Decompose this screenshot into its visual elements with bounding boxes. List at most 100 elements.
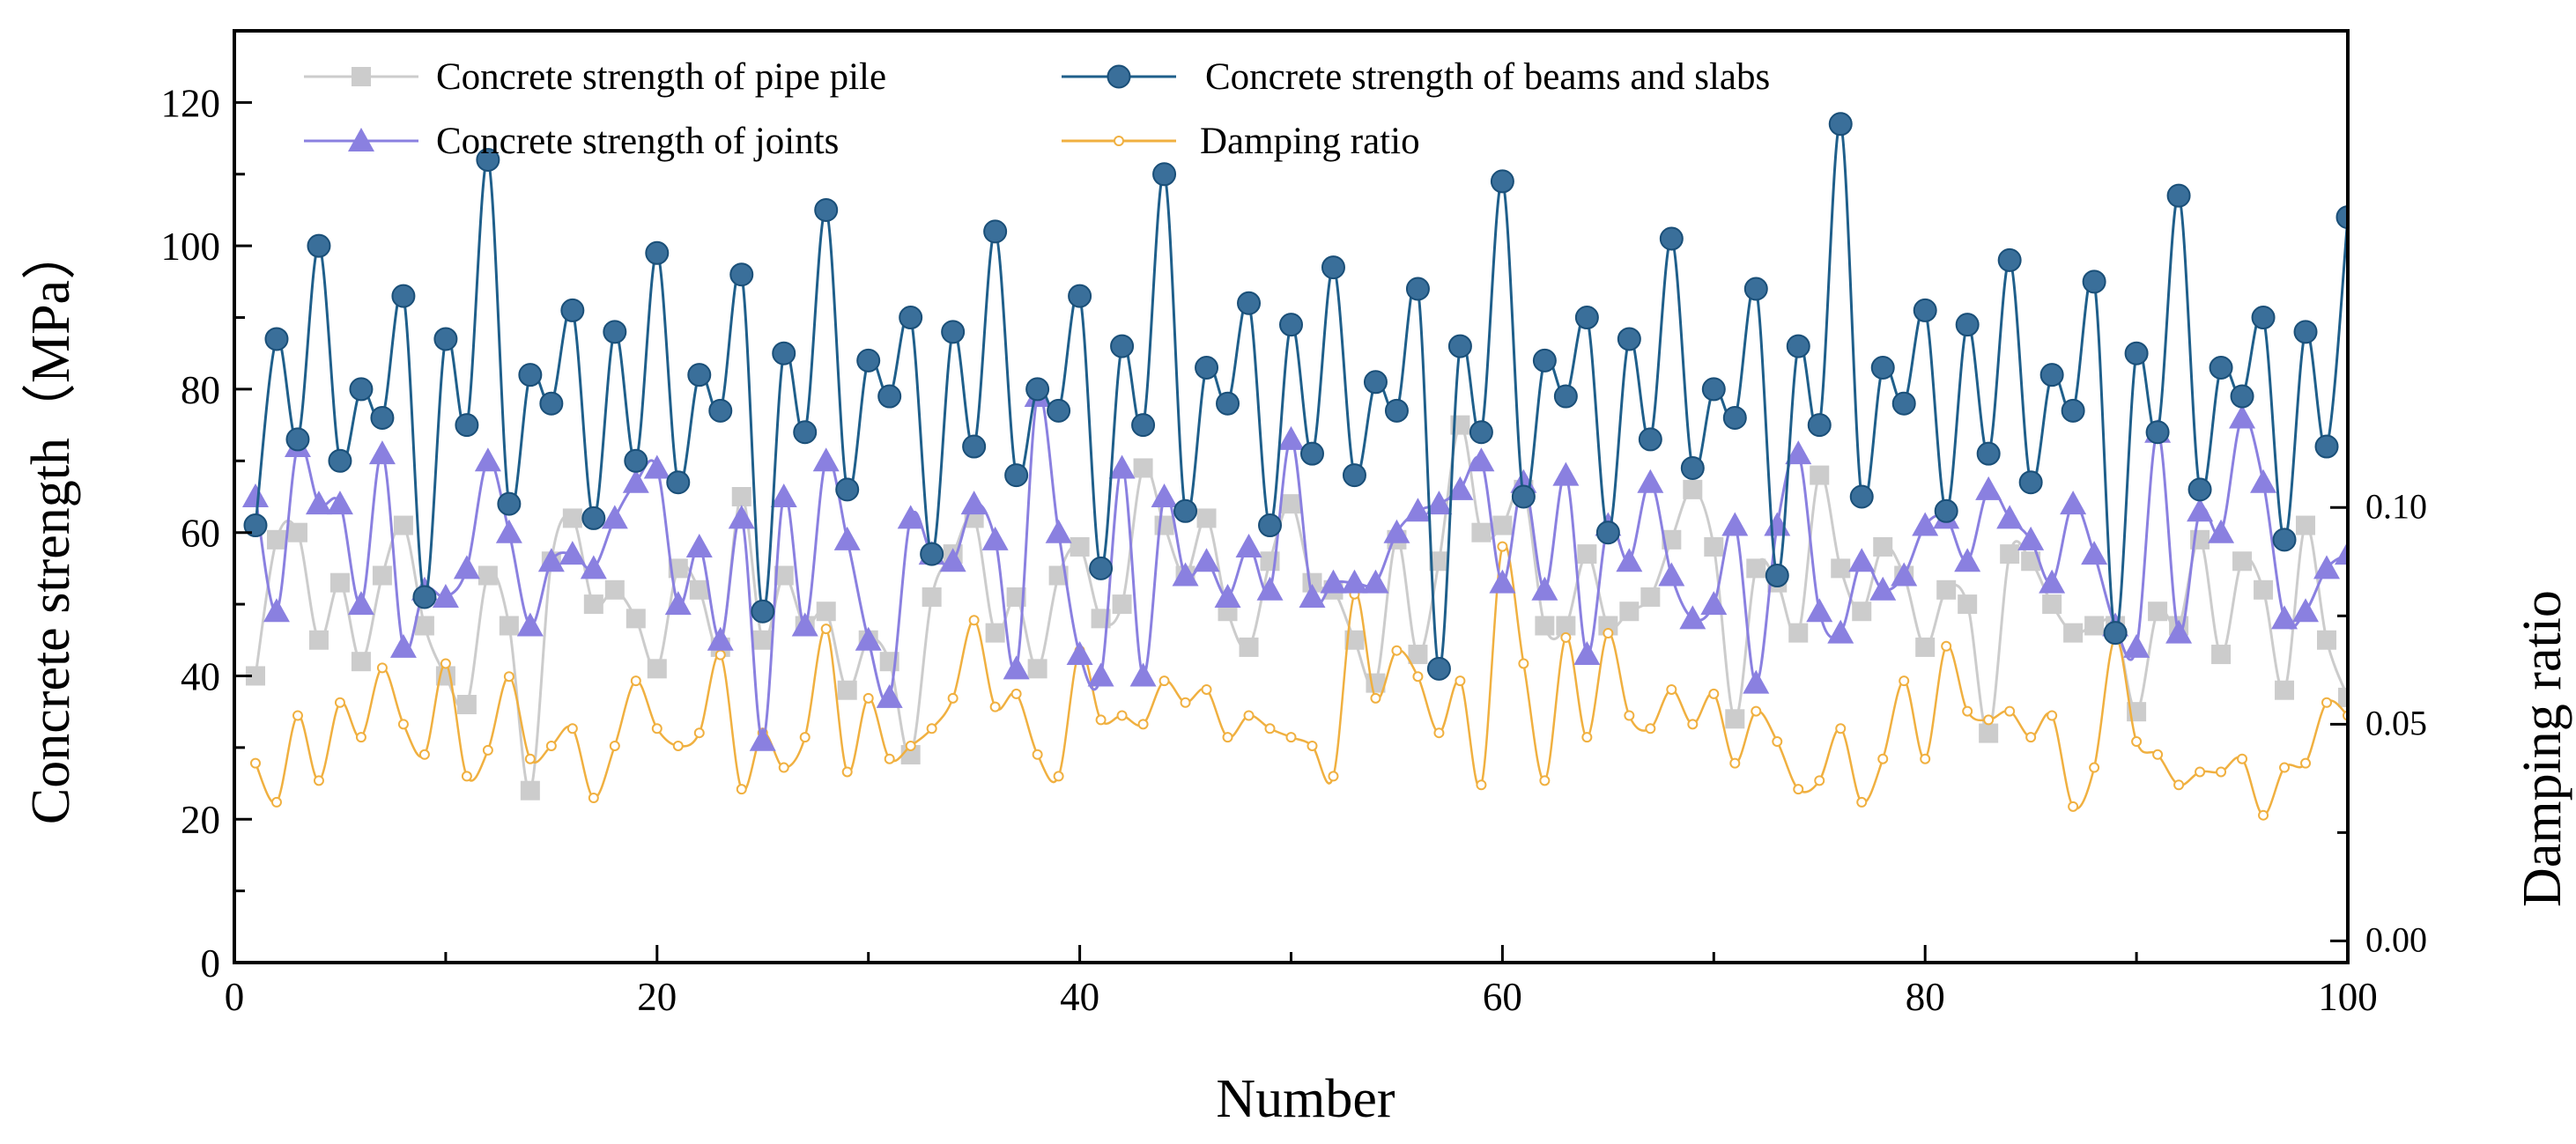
data-point xyxy=(736,784,747,795)
data-point xyxy=(351,652,371,672)
data-point xyxy=(1683,479,1703,499)
data-point xyxy=(418,749,430,760)
data-point xyxy=(397,719,409,730)
data-point xyxy=(376,662,388,674)
data-point xyxy=(1659,226,1684,251)
data-point xyxy=(920,542,944,566)
data-point xyxy=(1598,616,1618,636)
data-point xyxy=(2082,269,2106,294)
data-point xyxy=(1342,463,1366,488)
data-point xyxy=(2084,616,2105,636)
data-point xyxy=(1370,692,1381,704)
data-point xyxy=(349,377,374,402)
data-point xyxy=(1975,476,2002,500)
data-point xyxy=(520,780,540,801)
data-point xyxy=(1404,498,1432,522)
data-point xyxy=(1469,420,1493,445)
data-point xyxy=(2321,697,2333,708)
data-point xyxy=(1497,541,1508,552)
data-point xyxy=(1256,576,1284,601)
data-point xyxy=(1429,551,1449,572)
data-point xyxy=(884,753,895,764)
data-point xyxy=(1511,484,1536,509)
data-point xyxy=(287,522,307,542)
data-point xyxy=(1535,616,1555,636)
legend-item-1: Concrete strength of pipe pile xyxy=(304,56,886,98)
series-3 xyxy=(241,383,2348,751)
legend: Concrete strength of pipe pile Concrete s… xyxy=(304,56,1770,162)
data-point xyxy=(1391,645,1403,656)
data-point xyxy=(2123,633,2150,658)
data-point xyxy=(524,753,536,764)
data-point xyxy=(2145,420,2170,445)
data-point xyxy=(1553,384,1578,409)
data-point xyxy=(687,363,712,387)
data-point xyxy=(2025,732,2037,743)
data-point xyxy=(1531,576,1558,601)
y2-tick-label: 0.00 xyxy=(2365,919,2427,959)
legend-label: Concrete strength of joints xyxy=(436,121,839,162)
data-point xyxy=(685,533,713,557)
data-point xyxy=(1828,112,1853,137)
data-point xyxy=(1032,749,1043,760)
data-point xyxy=(962,434,987,459)
data-point xyxy=(1662,529,1682,550)
data-point xyxy=(588,793,599,804)
data-point xyxy=(1518,658,1529,669)
data-point xyxy=(2166,183,2191,208)
data-point xyxy=(835,477,860,502)
data-point xyxy=(461,771,472,782)
y-tick-label: 60 xyxy=(181,512,220,556)
data-point xyxy=(2004,705,2016,717)
y-tick-label: 0 xyxy=(201,941,221,985)
data-point xyxy=(1131,413,1156,438)
data-point xyxy=(433,327,458,351)
data-point xyxy=(1112,594,1132,615)
data-point xyxy=(243,513,268,538)
x-axis-title: Number xyxy=(1216,1069,1395,1129)
data-point xyxy=(1913,298,1937,322)
data-point xyxy=(580,555,607,579)
y-tick-label: 20 xyxy=(181,798,220,842)
data-point xyxy=(1954,548,1981,572)
data-point xyxy=(1997,247,2022,272)
data-point xyxy=(1307,740,1318,751)
data-point xyxy=(307,233,331,258)
data-point xyxy=(1299,583,1326,608)
data-point xyxy=(1729,757,1741,769)
data-point xyxy=(1383,519,1410,543)
data-point xyxy=(1873,536,1893,557)
data-point xyxy=(245,666,265,686)
data-point xyxy=(292,710,303,721)
legend-item-2: Concrete strength of beams and slabs xyxy=(1062,56,1770,98)
data-point xyxy=(897,505,924,529)
data-point xyxy=(2211,645,2232,665)
data-point xyxy=(1053,771,1064,782)
data-point xyxy=(583,594,603,615)
data-point xyxy=(1619,602,1640,622)
data-point xyxy=(1471,522,1492,542)
data-point xyxy=(666,470,691,495)
data-point xyxy=(313,775,324,786)
data-point xyxy=(2195,766,2206,778)
legend-item-4: Damping ratio xyxy=(1062,121,1420,162)
data-point xyxy=(2216,766,2227,778)
data-point xyxy=(2292,598,2320,623)
data-point xyxy=(1201,683,1212,695)
data-point xyxy=(728,505,755,529)
data-point xyxy=(1743,669,1770,694)
data-point xyxy=(1222,732,1233,743)
data-point xyxy=(241,483,269,507)
data-point xyxy=(499,616,519,636)
data-point xyxy=(939,548,966,572)
data-point xyxy=(1455,675,1466,687)
data-point xyxy=(672,740,684,751)
data-point xyxy=(960,491,988,515)
data-point xyxy=(1045,519,1072,543)
data-point xyxy=(1556,616,1576,636)
y-tick-label: 100 xyxy=(161,225,221,269)
data-point xyxy=(1920,753,1931,764)
data-point xyxy=(609,740,620,751)
data-point xyxy=(2338,687,2348,707)
